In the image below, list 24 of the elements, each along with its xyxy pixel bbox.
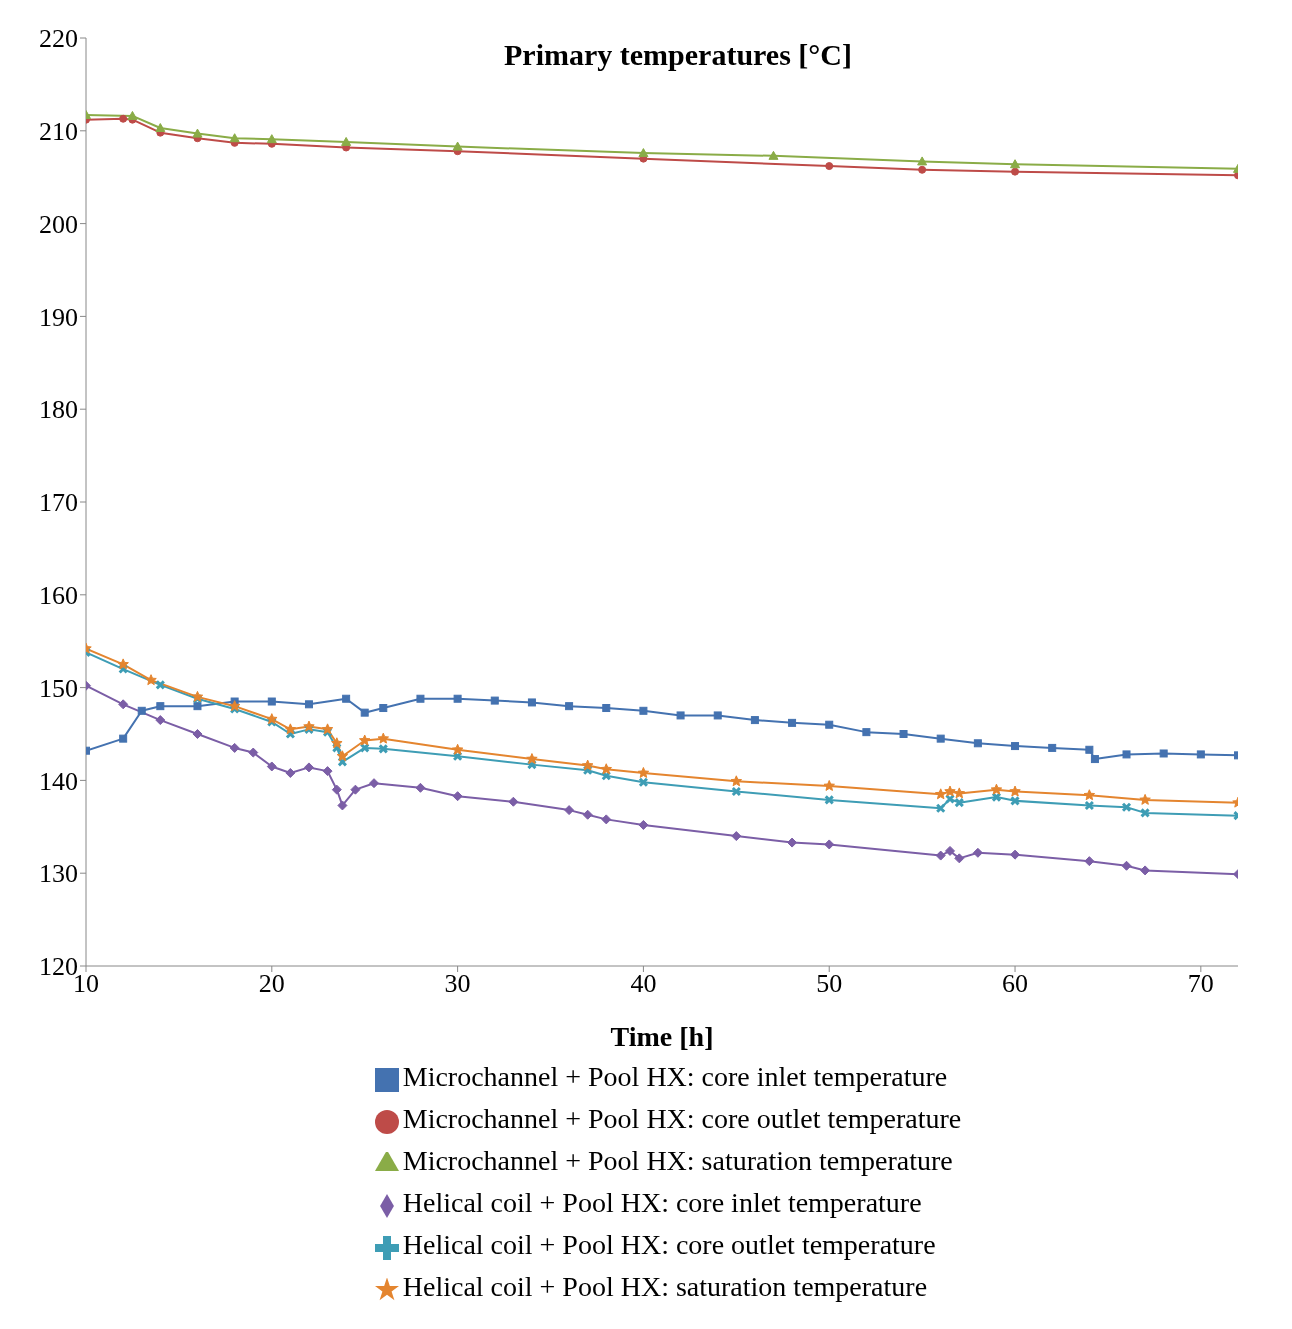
x-tick-label: 30 bbox=[444, 969, 471, 999]
x-tick-label: 50 bbox=[816, 969, 843, 999]
y-tick-label: 190 bbox=[39, 302, 78, 332]
x-tick-label: 20 bbox=[258, 969, 285, 999]
y-tick-label: 200 bbox=[39, 209, 78, 239]
y-tick-label: 170 bbox=[39, 488, 78, 518]
legend-label: Microchannel + Pool HX: saturation temperature bbox=[402, 1145, 953, 1176]
x-tick-label: 40 bbox=[630, 969, 657, 999]
legend-label: Helical coil + Pool HX: core outlet temperature bbox=[402, 1229, 936, 1260]
y-tick-label: 150 bbox=[39, 673, 78, 703]
y-tick-label: 160 bbox=[39, 581, 78, 611]
x-axis-title: Time [h] bbox=[610, 1021, 714, 1052]
legend-label: Helical coil + Pool HX: saturation temperature bbox=[402, 1271, 928, 1302]
x-tick-label: 70 bbox=[1187, 969, 1214, 999]
x-tick-label: 60 bbox=[1002, 969, 1029, 999]
legend-label: Helical coil + Pool HX: core inlet temperature bbox=[402, 1187, 922, 1218]
y-tick-label: 220 bbox=[39, 24, 78, 54]
legend-label: Microchannel + Pool HX: core inlet temperature bbox=[402, 1061, 948, 1092]
y-tick-label: 180 bbox=[39, 395, 78, 425]
chart-title: Primary temperatures [°C] bbox=[504, 38, 852, 71]
y-tick-label: 210 bbox=[39, 117, 78, 147]
y-tick-label: 140 bbox=[39, 766, 78, 796]
y-tick-label: 130 bbox=[39, 859, 78, 889]
legend-label: Microchannel + Pool HX: core outlet temperature bbox=[402, 1103, 962, 1134]
